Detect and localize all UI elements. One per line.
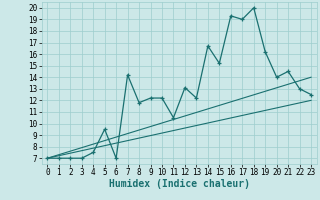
- X-axis label: Humidex (Indice chaleur): Humidex (Indice chaleur): [109, 179, 250, 189]
